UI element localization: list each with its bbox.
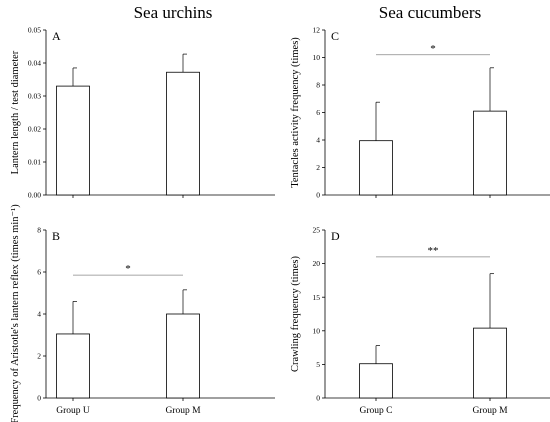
panel-b: 0 2 4 6 8 Group U Group M B * Frequency of Aristo…: [10, 204, 275, 422]
y-tick-label: 2: [37, 352, 41, 361]
y-tick-label: 12: [313, 26, 321, 35]
y-axis-label: Tentacles activity frequency (times): [290, 37, 301, 188]
x-category-label: Group U: [56, 406, 90, 416]
y-tick-label: 4: [37, 310, 41, 319]
y-axis-label: Crawling frequency (times): [290, 255, 301, 372]
y-tick-label: 8: [37, 226, 41, 235]
y-tick-label: 10: [313, 326, 321, 335]
y-tick-label: 0.00: [28, 191, 41, 200]
significance-marker: **: [428, 245, 439, 257]
y-tick-label: 0.04: [28, 59, 41, 68]
x-category-label: Group M: [472, 406, 508, 416]
sea-urchins-title: Sea urchins: [134, 3, 213, 22]
y-tick-label: 0: [37, 394, 41, 403]
bar-group-u: [56, 333, 90, 399]
panel-letter: D: [331, 229, 340, 243]
chart-panels: 0.00 0.01 0.02 0.03 0.04 0.05 A Lantern length …: [10, 26, 550, 422]
panel-letter: C: [331, 29, 339, 43]
y-tick-label: 0.02: [28, 125, 41, 134]
panel-c: 0 2 4 6 8 10 12 C * Tentacles activity frequency …: [290, 26, 550, 200]
y-tick-label: 25: [313, 226, 321, 235]
panel-letter: B: [52, 229, 60, 243]
panel-a: 0.00 0.01 0.02 0.03 0.04 0.05 A Lantern length …: [10, 26, 275, 200]
y-tick-label: 5: [316, 360, 320, 369]
y-tick-label: 15: [313, 293, 321, 302]
bar-group-u: [56, 85, 90, 196]
bar-group-m: [166, 71, 200, 196]
x-category-label: Group M: [165, 406, 201, 416]
y-tick-label: 2: [316, 163, 320, 172]
significance-marker: *: [125, 263, 131, 275]
bar-group-m: [473, 110, 507, 196]
y-tick-label: 0.05: [28, 26, 41, 35]
y-tick-label: 6: [316, 108, 320, 117]
y-tick-label: 6: [37, 268, 41, 277]
y-axis-label: Frequency of Aristotle's lantern reflex …: [10, 204, 21, 422]
bar-group-c: [359, 140, 393, 196]
y-tick-label: 8: [316, 81, 320, 90]
y-tick-label: 4: [316, 136, 320, 145]
significance-marker: *: [430, 43, 436, 55]
y-tick-label: 0.03: [28, 92, 41, 101]
sea-cucumbers-title: Sea cucumbers: [379, 3, 481, 22]
panel-d: 0 5 10 15 20 25 Group C Group M D ** Crawling freq…: [290, 226, 550, 416]
x-category-label: Group C: [360, 406, 393, 416]
y-tick-label: 0.01: [28, 158, 41, 167]
y-axis-label: Lantern length / test diameter: [10, 50, 21, 174]
bar-group-m: [166, 313, 200, 399]
y-tick-label: 20: [313, 259, 321, 268]
y-tick-label: 0: [316, 191, 320, 200]
bar-group-m: [473, 327, 507, 399]
y-tick-label: 10: [313, 53, 321, 62]
bar-group-c: [359, 363, 393, 399]
panel-letter: A: [52, 29, 61, 43]
y-tick-label: 0: [316, 394, 320, 403]
